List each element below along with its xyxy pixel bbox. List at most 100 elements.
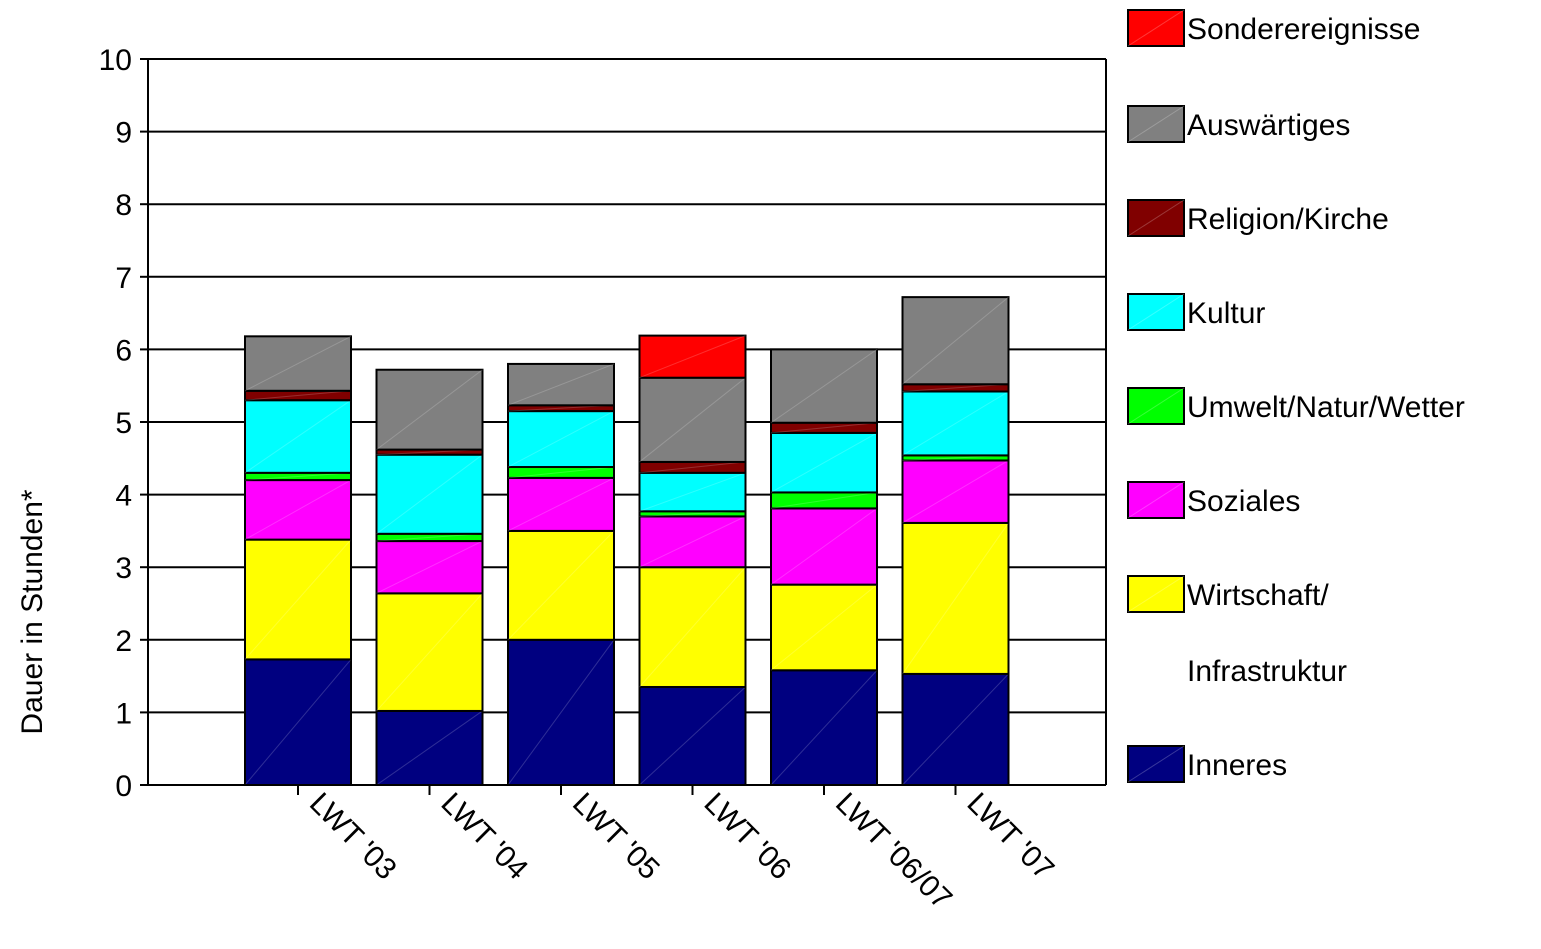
legend-swatch-2 <box>1127 199 1185 237</box>
legend-swatch-sheen-4 <box>1127 387 1185 425</box>
legend-label-3: Kultur <box>1187 297 1265 330</box>
y-tick-label-9: 9 <box>115 117 132 150</box>
legend-swatch-sheen-2 <box>1127 199 1185 237</box>
bar-stack-3 <box>638 334 747 786</box>
bar-segment-sheen-2-2 <box>507 477 615 532</box>
y-tick-label-0: 0 <box>115 770 132 803</box>
bar-segment-0-0 <box>244 658 352 786</box>
bar-segment-sheen-5-0 <box>902 673 1009 786</box>
bar-segment-2-4 <box>507 410 615 469</box>
bar-segment-sheen-1-4 <box>376 454 483 535</box>
bar-segment-sheen-3-6 <box>639 377 746 463</box>
y-tick-label-3: 3 <box>115 552 132 585</box>
bar-segment-sheen-4-6 <box>770 348 878 424</box>
legend: Sonderereignisse Auswärtiges Religion/Kirc… <box>1127 9 1465 783</box>
bar-segment-5-1 <box>901 521 1010 675</box>
x-tick-label-2: LWT '05 <box>566 787 666 887</box>
legend-label-6-line1: Wirtschaft/ <box>1187 579 1329 612</box>
bar-segment-sheen-0-6 <box>244 335 352 392</box>
bar-segment-sheen-1-0 <box>376 710 483 786</box>
bars <box>244 296 1010 786</box>
legend-item-4: Umwelt/Natur/Wetter <box>1127 387 1465 425</box>
bar-segment-5-0 <box>901 672 1010 786</box>
legend-item-2: Religion/Kirche <box>1127 199 1389 237</box>
legend-label-2: Religion/Kirche <box>1187 203 1389 236</box>
bar-segment-sheen-0-4 <box>244 399 352 474</box>
legend-swatch-sheen-3 <box>1127 293 1185 331</box>
bar-segment-0-4 <box>244 399 352 474</box>
bar-segment-0-2 <box>244 479 352 541</box>
y-tick-labels: 0 1 2 3 4 5 6 7 8 9 10 <box>99 44 132 803</box>
x-tick-label-5: LWT '07 <box>961 787 1061 887</box>
legend-swatch-sheen-0 <box>1127 9 1185 47</box>
legend-swatch-6 <box>1127 575 1185 613</box>
x-tick-labels: LWT '03 LWT '04 LWT '05 LWT '06 LWT '06/07 LW… <box>303 787 1060 916</box>
axes <box>140 58 1107 795</box>
bar-stack-4 <box>770 348 878 786</box>
bar-segment-sheen-0-1 <box>244 539 352 660</box>
bar-segment-sheen-3-2 <box>639 515 746 568</box>
legend-label-6-line2: Infrastruktur <box>1187 655 1347 688</box>
legend-swatch-sheen-6 <box>1127 575 1185 613</box>
x-tick-label-3: LWT '06 <box>698 787 798 887</box>
legend-label-0: Sonderereignisse <box>1187 13 1420 46</box>
legend-label-4: Umwelt/Natur/Wetter <box>1187 391 1465 424</box>
bar-segment-5-2 <box>901 459 1010 524</box>
legend-item-6: Wirtschaft/Infrastruktur <box>1127 575 1347 688</box>
bar-segment-5-6 <box>901 296 1010 386</box>
bar-segment-1-4 <box>375 453 484 535</box>
legend-swatch-0 <box>1127 9 1185 47</box>
legend-item-5: Soziales <box>1127 481 1300 519</box>
y-tick-label-5: 5 <box>115 407 132 440</box>
bar-segment-4-4 <box>770 431 878 494</box>
bar-segment-sheen-2-3 <box>507 466 615 479</box>
bar-segment-sheen-2-0 <box>507 639 615 786</box>
legend-item-3: Kultur <box>1127 293 1265 331</box>
bar-segment-sheen-4-4 <box>770 432 878 493</box>
bar-segment-1-2 <box>375 540 484 595</box>
bar-segment-sheen-1-3 <box>376 533 483 542</box>
legend-swatch-7 <box>1127 745 1185 783</box>
bar-segment-3-0 <box>638 685 747 786</box>
legend-item-1: Auswärtiges <box>1127 105 1350 143</box>
y-tick-label-8: 8 <box>115 189 132 222</box>
bar-segment-4-6 <box>770 348 878 424</box>
x-tick-label-4: LWT '06/07 <box>829 787 958 916</box>
bar-stack-1 <box>375 368 484 786</box>
bar-segment-sheen-0-5 <box>244 390 352 401</box>
bar-segment-sheen-5-2 <box>902 460 1009 524</box>
bar-segment-sheen-5-6 <box>902 296 1009 385</box>
bar-segment-3-1 <box>638 566 747 688</box>
bar-segment-2-2 <box>507 476 615 532</box>
y-axis-title: Dauer in Stunden* <box>16 489 49 734</box>
bar-segment-sheen-0-0 <box>244 659 352 786</box>
bar-segment-sheen-4-0 <box>770 669 878 786</box>
legend-swatch-sheen-1 <box>1127 105 1185 143</box>
x-tick-label-0: LWT '03 <box>303 787 403 887</box>
bar-stack-0 <box>244 335 352 786</box>
y-tick-label-4: 4 <box>115 480 132 513</box>
bar-segment-sheen-2-1 <box>507 530 615 641</box>
bar-segment-sheen-0-3 <box>244 472 352 481</box>
bar-segment-1-6 <box>375 368 484 451</box>
bar-segment-5-4 <box>901 390 1010 457</box>
bar-segment-sheen-1-6 <box>376 369 483 450</box>
legend-swatch-sheen-5 <box>1127 481 1185 519</box>
bar-segment-1-0 <box>375 709 484 786</box>
legend-swatch-1 <box>1127 105 1185 143</box>
y-tick-label-7: 7 <box>115 262 132 295</box>
bar-segment-sheen-4-3 <box>770 491 878 509</box>
bar-segment-3-6 <box>638 376 747 463</box>
y-tick-label-10: 10 <box>99 44 132 77</box>
y-tick-label-2: 2 <box>115 625 132 658</box>
bar-segment-1-1 <box>375 592 484 712</box>
legend-label-7: Inneres <box>1187 749 1287 782</box>
bar-segment-sheen-5-5 <box>902 383 1009 393</box>
bar-segment-sheen-3-0 <box>639 686 746 786</box>
bar-segment-2-1 <box>507 529 615 641</box>
bar-segment-sheen-4-2 <box>770 507 878 586</box>
bar-segment-sheen-2-6 <box>507 363 615 406</box>
legend-item-7: Inneres <box>1127 745 1287 783</box>
bar-segment-sheen-2-4 <box>507 410 615 468</box>
